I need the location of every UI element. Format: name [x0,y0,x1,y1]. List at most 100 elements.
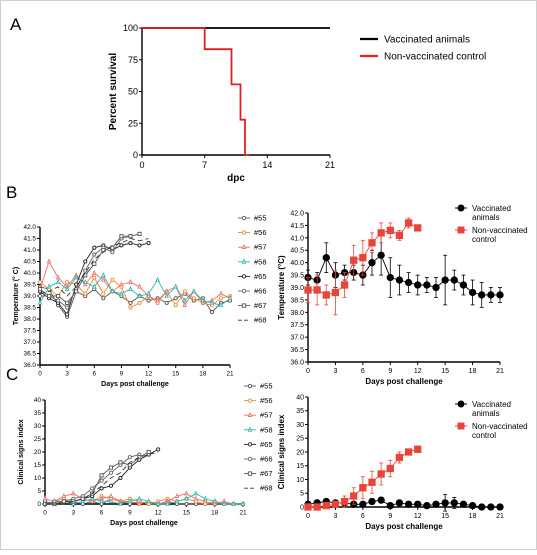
x-tick-label: 15 [441,513,449,520]
data-point [92,275,97,280]
data-point [173,303,178,308]
y-tick-label: 38.5 [290,297,304,304]
legend-marker [247,411,253,418]
x-tick-label: 3 [65,370,69,377]
data-point [92,252,97,257]
data-point [74,282,79,287]
data-point [155,297,160,303]
data-point [423,501,431,510]
data-point [377,251,385,259]
data-point [137,300,142,305]
data-point [83,291,88,296]
data-point [99,473,104,478]
data-point [91,269,97,275]
x-tick-label: 3 [72,509,76,516]
data-point [42,495,48,501]
x-tick-label: 9 [388,513,392,520]
y-tick-label: 25 [34,436,42,443]
x-tick-label: 12 [145,370,153,377]
data-point [182,289,187,294]
data-point [37,293,43,299]
data-point [89,498,95,504]
y-tick-label: 42.0 [290,210,304,217]
series-3 [37,272,233,307]
data-point [146,449,151,455]
data-point [202,495,208,501]
x-tick-label: 7 [202,160,207,170]
data-point [83,259,88,264]
data-point [146,292,151,298]
legend-label: #58 [254,257,267,266]
data-point [404,448,413,456]
series-7 [39,238,149,297]
data-point [110,277,115,282]
x-tick-label: 6 [100,509,104,516]
x-tick-label: 12 [155,509,163,516]
legend-label: Non-vaccinated [472,226,528,235]
y-tick-label: 40 [296,394,304,401]
data-point [331,500,340,508]
data-point [137,283,142,289]
legend-label: #56 [260,396,273,405]
data-point [110,288,115,294]
legend-marker [247,383,253,389]
data-point [340,281,349,289]
legend-label-cont: animals [472,409,500,418]
y-tick-label: 40.0 [24,270,37,277]
x-tick-label: 21 [239,509,247,516]
y-axis-label: Temperature (° C) [12,267,20,325]
data-point [89,495,95,501]
x-tick-label: 6 [361,513,365,520]
y-tick-label: 100 [123,23,138,33]
chart-a-survival: 0 7 14 21 0 25 50 75 100 dpc Percent survival Vacci… [108,23,486,184]
x-tick-label: 0 [139,160,144,170]
data-point [173,283,179,289]
data-point [156,447,161,452]
y-tick-label: 5 [37,488,41,495]
legend-marker [241,230,247,235]
data-point [191,296,196,301]
data-point [432,500,440,508]
series-5 [37,234,133,310]
chart-c-right-clinical-signs: 0 3 6 9 12 15 18 21 0 5 10 15 20 25 30 35 40 Days post ch… [277,394,528,531]
x-axis-label: Days post challenge [110,520,178,527]
data-point [119,281,124,287]
series-line [39,286,231,318]
x-tick-label: 12 [414,513,422,520]
data-point [304,286,312,294]
data-point [200,297,206,303]
data-point [331,288,340,297]
legend-label: #56 [254,228,267,237]
data-point [182,297,188,303]
y-tick-label: 40.5 [290,248,304,255]
data-point [82,279,88,284]
y-tick-label: 41.5 [290,223,304,230]
panel-label-b: B [6,183,17,202]
data-point [127,498,133,504]
y-tick-label: 38.0 [290,310,304,317]
data-point [218,296,224,301]
data-point [164,288,169,294]
data-point [108,493,114,498]
data-point [221,500,227,506]
data-point [218,290,224,296]
data-point [108,483,114,488]
data-point [209,310,214,315]
data-point [202,498,208,504]
data-point [110,245,115,250]
y-tick-label: 36.5 [24,351,37,358]
data-point [404,500,413,508]
series-line [142,27,250,156]
legend-marker [241,303,247,308]
legend-label: #67 [254,301,267,310]
data-point [404,219,413,227]
series-line [44,493,243,505]
series-line [39,238,149,297]
data-point [165,500,170,506]
data-point [164,300,169,305]
x-tick-label: 15 [441,368,449,375]
data-point [128,234,133,239]
x-tick-label: 18 [199,370,207,377]
legend-marker [247,426,253,432]
